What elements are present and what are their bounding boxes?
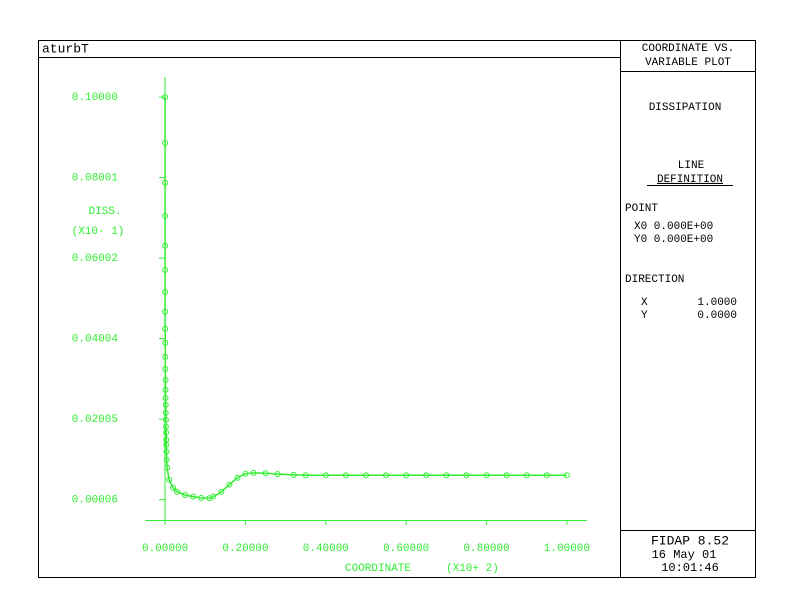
x-tick-label: 0.60000 — [383, 543, 429, 555]
data-point — [218, 488, 225, 495]
x-tick-label: 0.40000 — [303, 543, 349, 555]
y-axis-label: DISS. — [88, 206, 121, 218]
plot-name: aturbT — [42, 41, 89, 56]
data-point — [250, 469, 257, 476]
data-point — [226, 481, 233, 488]
data-point — [163, 429, 170, 436]
data-point — [162, 140, 169, 147]
data-point — [163, 448, 170, 455]
data-point — [423, 472, 430, 479]
data-point — [274, 471, 281, 478]
data-point — [162, 242, 169, 249]
data-point — [383, 472, 390, 479]
data-point — [234, 474, 241, 481]
data-point — [174, 488, 181, 495]
data-point — [162, 339, 169, 346]
panel-title: VARIABLE PLOT — [645, 57, 731, 69]
data-point — [182, 492, 189, 499]
footer-version: FIDAP 8.52 — [651, 533, 729, 548]
direction-value: 0.0000 — [697, 310, 737, 322]
data-point — [162, 376, 169, 383]
data-point — [443, 472, 450, 479]
data-point — [262, 470, 269, 477]
data-point — [523, 472, 530, 479]
outer-frame — [38, 40, 756, 578]
footer-time: 10:01:46 — [661, 561, 719, 575]
y-axis-scale: (X10- 1) — [72, 226, 125, 238]
x-axis-label: COORDINATE — [345, 563, 411, 575]
point-row: Y0 0.000E+00 — [634, 234, 713, 246]
direction-label: DIRECTION — [625, 274, 684, 286]
data-point — [463, 472, 470, 479]
data-point — [162, 212, 169, 219]
x-tick-label: 1.00000 — [544, 543, 590, 555]
x-tick-label: 0.20000 — [222, 543, 268, 555]
data-point — [162, 94, 169, 101]
data-point — [162, 289, 169, 296]
data-point — [170, 484, 177, 491]
panel-title: COORDINATE VS. — [642, 43, 734, 55]
data-point — [162, 308, 169, 315]
line-def: LINE — [678, 160, 705, 172]
y-tick-label: 0.08001 — [72, 173, 119, 185]
data-point — [563, 472, 570, 479]
data-point — [162, 401, 169, 408]
data-point — [483, 472, 490, 479]
data-point — [403, 472, 410, 479]
data-point — [190, 493, 197, 500]
data-point — [242, 470, 249, 477]
data-point — [162, 325, 169, 332]
x-tick-label: 0.00000 — [142, 543, 188, 555]
point-label: POINT — [625, 203, 658, 215]
x-tick-label: 0.80000 — [463, 543, 509, 555]
data-point — [210, 493, 217, 500]
data-point — [503, 472, 510, 479]
data-point — [162, 353, 169, 360]
data-point — [363, 472, 369, 479]
data-point — [162, 179, 169, 186]
data-point — [162, 416, 169, 423]
data-point — [162, 394, 169, 401]
data-point — [163, 441, 170, 448]
y-tick-label: 0.00006 — [72, 495, 118, 507]
direction-axis: Y — [641, 310, 648, 322]
line-def: DEFINITION — [657, 174, 723, 186]
data-point — [166, 476, 173, 483]
data-point — [290, 471, 297, 478]
data-point — [162, 423, 169, 430]
data-line — [164, 97, 567, 500]
data-point — [342, 472, 349, 479]
data-point — [198, 494, 205, 501]
y-tick-label: 0.10000 — [72, 92, 118, 104]
variable-name: DISSIPATION — [649, 102, 722, 114]
direction-axis: X — [641, 297, 648, 309]
y-tick-label: 0.02005 — [72, 414, 118, 426]
x-axis-scale: (X10+ 2) — [446, 563, 499, 575]
data-point — [322, 472, 329, 479]
point-row: X0 0.000E+00 — [634, 221, 713, 233]
data-point — [543, 472, 550, 479]
direction-value: 1.0000 — [697, 297, 737, 309]
footer-date: 16 May 01 — [652, 548, 717, 562]
data-point — [162, 266, 169, 273]
data-point — [162, 409, 169, 416]
data-point — [162, 386, 169, 393]
y-tick-label: 0.06002 — [72, 253, 118, 265]
data-point — [164, 464, 171, 471]
data-point — [163, 456, 170, 463]
data-point — [162, 365, 169, 372]
data-point — [302, 472, 309, 479]
y-tick-label: 0.04004 — [72, 334, 119, 346]
